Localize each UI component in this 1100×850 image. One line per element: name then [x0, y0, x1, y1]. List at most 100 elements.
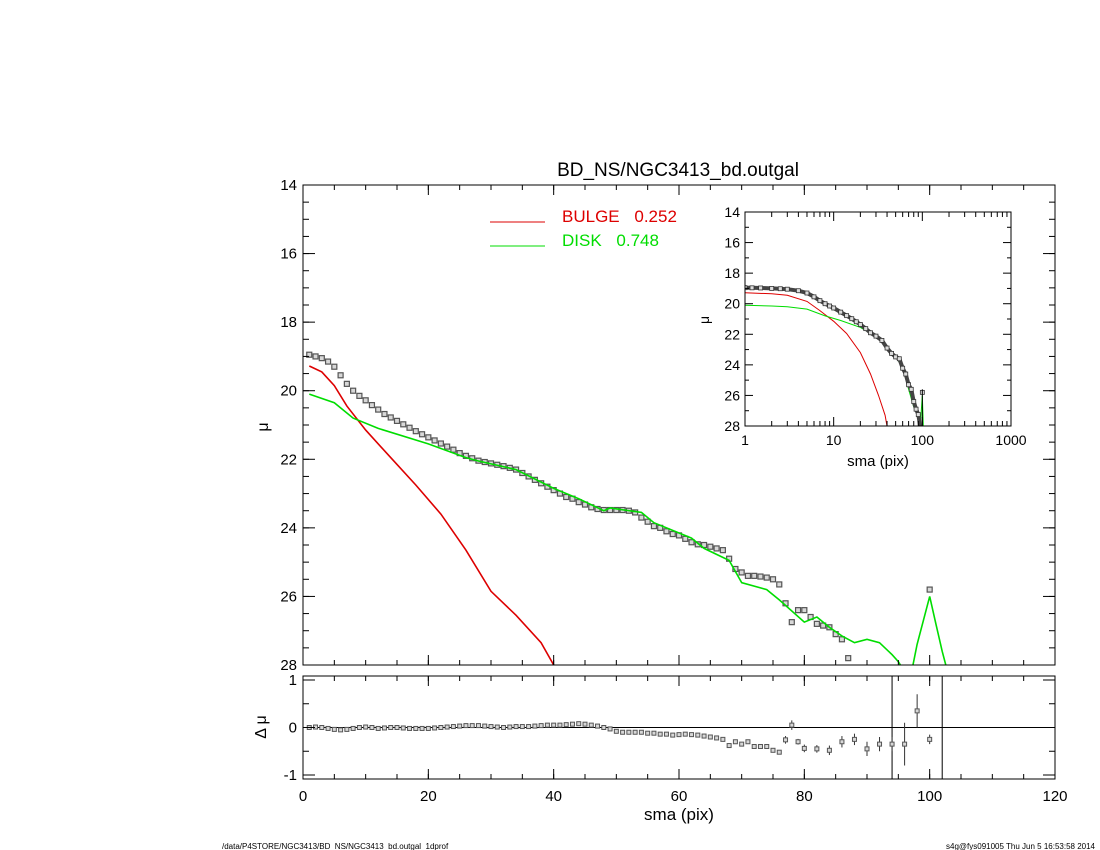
main-data-point: [852, 666, 857, 671]
inset-data-point: [903, 371, 909, 377]
residual-data-point: [413, 725, 419, 731]
main-data-point: [845, 655, 852, 662]
residual-data-point: [645, 730, 651, 736]
main-data-point: [412, 428, 419, 435]
inset-data-point: [838, 309, 844, 315]
inset-data-point: [911, 399, 917, 404]
residual-data-point: [595, 723, 601, 729]
residual-data-point: [538, 723, 544, 729]
residual-data-point: [419, 725, 425, 731]
main-y-tick-label: 28: [280, 657, 297, 674]
main-data-point: [350, 387, 357, 394]
inset-data-point: [853, 319, 859, 325]
residual-data-point: [682, 731, 688, 737]
inset-x-tick-label: 10: [826, 432, 842, 448]
inset-y-tick-label: 24: [724, 357, 740, 373]
main-data-point: [738, 569, 745, 576]
main-plot-area: [306, 351, 947, 671]
residual-data-point: [463, 723, 469, 729]
residual-data-point: [714, 735, 720, 741]
residual-data-point: [839, 739, 845, 745]
residual-data-point: [432, 725, 438, 731]
footer-filepath: /data/P4STORE/NGC3413/BD_NS/NGC3413_bd.o…: [222, 842, 449, 850]
main-y-axis-label: μ: [255, 422, 272, 431]
residual-data-point: [507, 724, 513, 730]
residual-data-point: [670, 732, 676, 738]
residual-data-point: [927, 736, 933, 742]
main-data-point: [769, 576, 777, 583]
residual-data-point: [475, 723, 481, 729]
x-tick-label: 120: [1042, 788, 1067, 805]
main-data-point: [337, 372, 344, 379]
inset-y-axis-label: μ: [696, 316, 712, 324]
main-data-point: [400, 421, 407, 428]
inset-data-point: [777, 286, 783, 292]
residual-y-tick-label: 0: [289, 720, 297, 737]
residual-data-point: [494, 724, 500, 730]
inset-data-point: [758, 285, 764, 291]
main-data-point: [381, 410, 388, 418]
residual-data-point: [363, 724, 369, 730]
inset-data-point: [817, 298, 823, 304]
main-data-point: [418, 431, 426, 438]
main-y-tick-label: 18: [280, 314, 297, 331]
residual-data-point: [369, 725, 375, 730]
residual-data-point: [331, 726, 337, 732]
legend: BULGE 0.252 DISK 0.748: [490, 207, 677, 250]
legend-label-disk: DISK 0.748: [562, 231, 659, 250]
main-data-point: [877, 666, 882, 671]
residual-data-point: [864, 746, 870, 752]
residual-data-point: [826, 747, 832, 753]
main-data-point: [688, 539, 695, 546]
residual-data-point: [757, 744, 763, 749]
residual-data-point: [607, 726, 613, 732]
main-data-point: [650, 523, 658, 530]
residual-data-point: [501, 725, 507, 730]
inset-bulge-line: [745, 292, 888, 426]
residual-data-point: [551, 722, 557, 728]
main-data-point: [858, 666, 863, 671]
residual-data-point: [701, 733, 707, 739]
residual-data-point: [776, 749, 782, 755]
residual-data-point: [613, 728, 619, 734]
x-tick-label: 60: [671, 788, 688, 805]
inset-data-point: [831, 305, 837, 311]
residual-data-point: [676, 732, 682, 738]
main-data-point: [375, 406, 382, 413]
residual-data-point: [588, 722, 594, 728]
main-data-point: [902, 666, 907, 671]
residual-data-point: [381, 725, 387, 731]
x-tick-label: 20: [420, 788, 437, 805]
residual-data-point: [407, 725, 413, 731]
chart-title: BD_NS/NGC3413_bd.outgal: [557, 160, 799, 181]
residual-data-point: [544, 722, 550, 728]
main-data-point: [719, 547, 726, 554]
residual-data-point: [770, 747, 776, 753]
inset-data-point: [915, 412, 921, 417]
residual-data-point: [601, 725, 607, 730]
inset-data-point: [749, 285, 755, 291]
residual-data-point: [651, 730, 657, 736]
residual-data-point: [526, 724, 532, 730]
inset-x-tick-label: 100: [911, 432, 935, 448]
residual-data-point: [801, 745, 807, 751]
main-data-point: [744, 572, 752, 579]
main-data-point: [713, 545, 720, 552]
main-data-point: [663, 528, 670, 535]
residual-data-point: [726, 743, 732, 749]
residual-data-point: [745, 739, 751, 745]
residual-data-point: [914, 708, 920, 714]
main-data-point: [788, 619, 795, 626]
inset-data-point: [906, 382, 911, 388]
main-data-point: [575, 499, 582, 506]
main-data-point: [444, 443, 451, 450]
residual-data-point: [689, 732, 695, 738]
residual-data-point: [877, 741, 883, 747]
residual-data-point: [902, 741, 908, 747]
main-data-point: [669, 530, 676, 538]
main-data-point: [331, 363, 338, 370]
main-data-point: [437, 440, 444, 447]
x-axis-label: sma (pix): [644, 805, 714, 824]
